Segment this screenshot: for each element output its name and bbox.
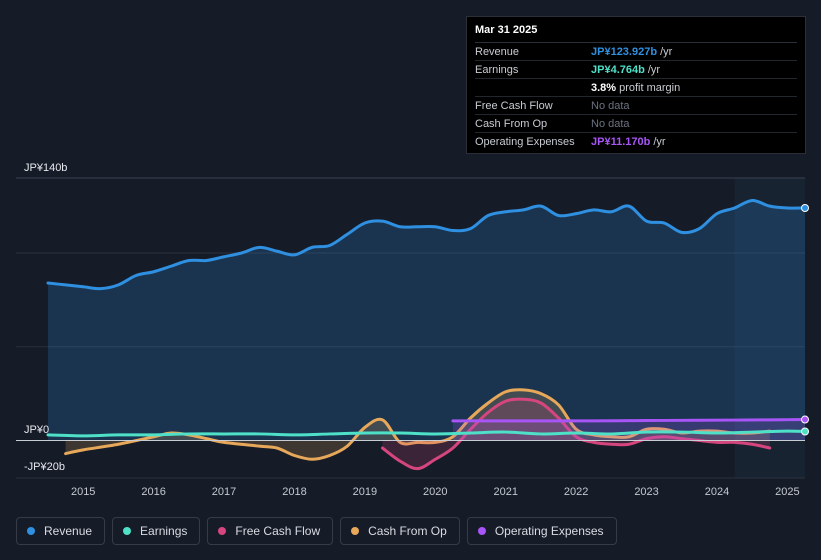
x-tick-2020: 2020 (423, 486, 447, 498)
operating-expenses-end-dot (801, 415, 809, 424)
tooltip-label: Free Cash Flow (475, 99, 553, 112)
revenue-end-dot (801, 204, 809, 212)
x-tick-2025: 2025 (775, 486, 799, 498)
x-tick-2019: 2019 (353, 486, 377, 498)
legend-revenue[interactable]: Revenue (16, 517, 106, 545)
free-cash-flow-area (382, 399, 770, 469)
legend-dot-icon (218, 527, 227, 535)
tooltip-row-cash-from-op: Cash From Op No data (475, 115, 797, 133)
legend-dot-icon (123, 527, 132, 535)
legend-operating-expenses[interactable]: Operating Expenses (466, 517, 617, 545)
earnings-line (46, 429, 807, 438)
legend-dot-icon (27, 527, 35, 535)
forecast-band (734, 178, 805, 478)
tooltip-label: Operating Expenses (475, 135, 575, 148)
tooltip-label: Earnings (475, 63, 519, 76)
tooltip-unit: /yr (647, 63, 661, 76)
tooltip-value: No data (591, 117, 630, 130)
legend-label: Operating Expenses (494, 524, 604, 538)
chart: JP¥140b JP¥0 -JP¥20b 2015 2016 2017 2018 201… (16, 162, 809, 498)
x-tick-2015: 2015 (71, 486, 95, 498)
tooltip-value: JP¥123.927b (591, 45, 658, 58)
revenue-area (48, 200, 805, 441)
legend-cash-from-op[interactable]: Cash From Op (340, 517, 460, 545)
legend-label: Revenue (44, 524, 93, 538)
revenue-line (46, 199, 807, 291)
operating-expenses-area (452, 419, 805, 441)
legend-dot-icon (477, 527, 486, 535)
y-top-label: JP¥140b (24, 162, 67, 174)
tooltip-value: No data (591, 99, 630, 112)
legend-free-cash-flow[interactable]: Free Cash Flow (207, 517, 334, 545)
tooltip-value: 3.8% (591, 81, 617, 94)
legend-label: Cash From Op (368, 524, 447, 538)
x-tick-2018: 2018 (282, 486, 306, 498)
legend-dot-icon (351, 527, 360, 535)
legend-earnings[interactable]: Earnings (112, 517, 201, 545)
legend: Revenue Earnings Free Cash Flow Cash From O… (16, 517, 617, 545)
tooltip-value: JP¥11.170b (591, 135, 651, 148)
x-tick-2022: 2022 (564, 486, 588, 498)
x-tick-2016: 2016 (141, 486, 165, 498)
tooltip-value: JP¥4.764b (591, 63, 645, 76)
x-tick-2017: 2017 (212, 486, 236, 498)
earnings-end-dot (801, 427, 809, 436)
tooltip-row-operating-expenses: Operating Expenses JP¥11.170b/yr (475, 133, 797, 150)
tooltip-unit: /yr (653, 135, 666, 148)
tooltip-date: Mar 31 2025 (475, 24, 797, 43)
tooltip-row-profit-margin: 3.8% profit margin (475, 79, 797, 97)
cash-from-op-area (65, 389, 770, 460)
tooltip-row-revenue: Revenue JP¥123.927b/yr (475, 43, 797, 61)
operating-expenses-line (451, 418, 807, 423)
x-tick-2023: 2023 (634, 486, 658, 498)
tooltip-label: Cash From Op (475, 117, 548, 130)
tooltip-unit: /yr (660, 45, 673, 58)
x-tick-2021: 2021 (493, 486, 517, 498)
tooltip-row-earnings: Earnings JP¥4.764b/yr (475, 61, 797, 79)
y-zero-label: JP¥0 (24, 424, 49, 436)
legend-label: Earnings (140, 524, 188, 538)
legend-label: Free Cash Flow (235, 524, 321, 538)
tooltip: Mar 31 2025 Revenue JP¥123.927b/yr Earning… (466, 16, 806, 154)
free-cash-flow-line (380, 397, 772, 471)
tooltip-row-free-cash-flow: Free Cash Flow No data (475, 97, 797, 115)
y-bottom-label: -JP¥20b (24, 461, 65, 473)
tooltip-unit: profit margin (619, 81, 681, 94)
tooltip-label: Revenue (475, 45, 520, 58)
x-tick-2024: 2024 (705, 486, 729, 498)
